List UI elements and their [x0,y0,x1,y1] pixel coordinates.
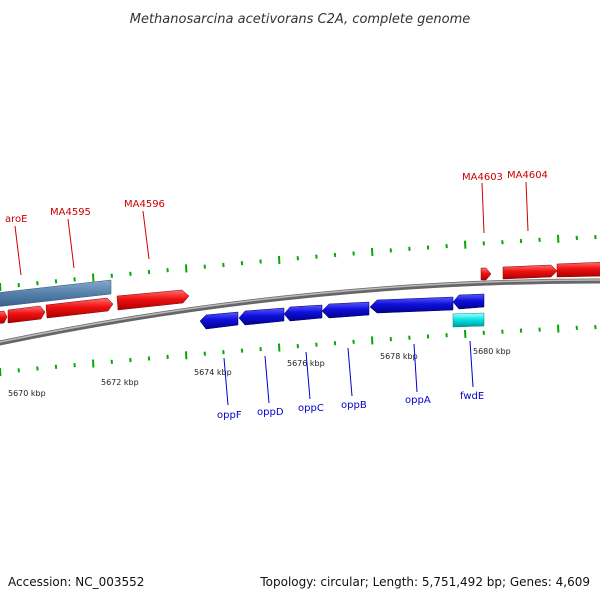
forward-gene-arrow [556,261,600,278]
gene-label: oppD [257,407,284,418]
forward-gene-arrow [45,297,114,319]
lower-tick-track [0,324,597,377]
scale-label: 5670 kbp [8,389,46,398]
scale-label: 5680 kbp [473,347,511,356]
gene-label: oppA [405,395,431,406]
reverse-gene-track [199,293,485,330]
label-leader-line [413,343,418,393]
scale-label: 5678 kbp [380,352,418,361]
scale-labels: 5670 kbp 5672 kbp 5674 kbp 5676 kbp 5678… [8,347,511,398]
forward-gene-arrow [7,305,46,324]
gene-label: oppC [298,403,324,414]
label-leader-line [223,357,229,406]
forward-gene-arrow [502,264,558,280]
gene-label: MA4604 [507,170,548,181]
label-leader-line [264,355,270,404]
map-title: Methanosarcina acetivorans C2A, complete… [130,12,471,27]
genome-backbone [0,278,600,346]
gene-label: oppF [217,410,242,421]
label-leader-line [481,182,485,234]
scale-label: 5674 kbp [194,368,232,377]
upper-tick-track [0,234,597,292]
gene-label: MA4595 [50,207,91,218]
reverse-label-leaders [223,340,474,406]
label-leader-line [469,340,474,388]
forward-gene-arrow [116,289,190,311]
scale-label: 5676 kbp [287,359,325,368]
forward-gene-labels: aroE MA4595 MA4596 MA4603 MA4604 [5,170,548,225]
reverse-gene-labels: oppF oppD oppC oppB oppA fwdE [217,391,484,421]
forward-gene-arrow [480,267,492,281]
gene-label: oppB [341,400,367,411]
forward-gene-arrow [0,310,8,324]
forward-label-leaders [14,181,529,276]
gene-label: fwdE [460,391,484,402]
gene-label: MA4603 [462,172,503,183]
reverse-gene-arrow [452,293,485,310]
forward-gene-track [0,261,600,324]
highlighted-reverse-gene [452,312,485,328]
label-leader-line [14,225,22,276]
reverse-gene-arrow [369,296,454,314]
label-leader-line [142,210,150,260]
scale-label: 5672 kbp [101,378,139,387]
reverse-gene-arrow [238,307,285,326]
operon-block [0,279,112,307]
label-leader-line [347,347,353,397]
label-leader-line [525,181,529,232]
genome-summary: Topology: circular; Length: 5,751,492 bp… [259,575,590,589]
gene-label: aroE [5,214,27,225]
label-leader-line [305,351,311,400]
accession-label: Accession: NC_003552 [8,575,144,589]
reverse-gene-arrow [199,311,239,330]
reverse-gene-arrow [321,301,370,319]
genome-backbone-highlight [0,279,600,343]
gene-label: MA4596 [124,199,165,210]
reverse-gene-arrow [283,304,323,322]
label-leader-line [67,218,75,269]
